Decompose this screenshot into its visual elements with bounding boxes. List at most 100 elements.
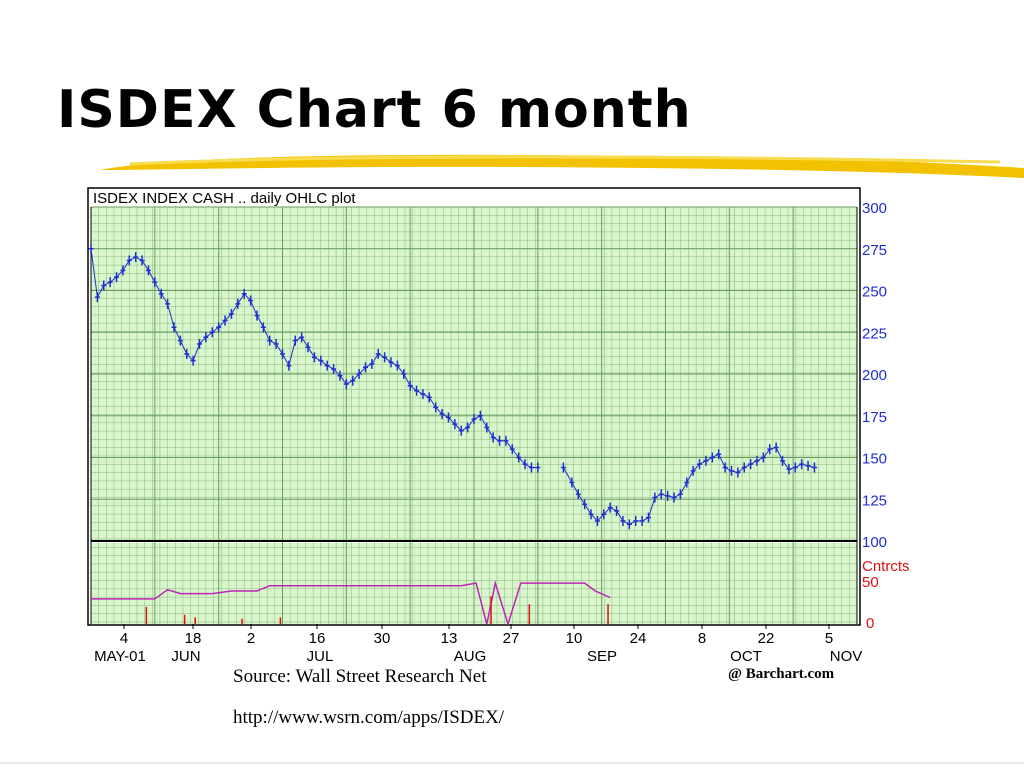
price-connector: [90, 248, 98, 298]
price-connector: [397, 365, 405, 375]
price-connector: [667, 495, 675, 499]
price-connector: [479, 415, 488, 428]
price-connector: [775, 447, 783, 462]
price-connector: [103, 281, 111, 286]
price-series: [88, 243, 817, 530]
price-tick-label: 275: [862, 242, 887, 259]
price-connector: [135, 256, 143, 261]
price-connector: [505, 440, 513, 450]
price-connector: [571, 482, 579, 495]
price-tick-label: 250: [862, 284, 887, 301]
price-tick-label: 175: [862, 409, 887, 426]
price-connector: [692, 463, 700, 472]
month-label: JUL: [307, 648, 334, 665]
price-connector: [333, 368, 341, 377]
price-connector: [454, 423, 462, 432]
volume-bars: [145, 596, 609, 624]
price-connector: [129, 256, 136, 261]
price-connector: [686, 470, 694, 483]
x-tick-label: 27: [503, 630, 520, 647]
price-connector: [705, 457, 713, 462]
price-connector: [584, 503, 592, 515]
price-connector: [154, 281, 162, 295]
price-connector: [699, 460, 707, 465]
source-caption: Source: Wall Street Research Net: [233, 666, 487, 687]
price-connector: [597, 513, 605, 522]
price-connector: [122, 260, 130, 271]
price-connector: [654, 493, 662, 499]
price-tick-label: 150: [862, 451, 887, 468]
lower-axis-title: Cntrcts: [862, 558, 910, 575]
price-connector: [295, 336, 302, 342]
price-connector: [416, 390, 424, 395]
price-connector: [314, 356, 322, 362]
price-connector: [378, 353, 385, 358]
chart-title: ISDEX INDEX CASH .. daily OHLC plot: [93, 190, 356, 207]
price-connector: [616, 510, 624, 522]
price-connector: [467, 418, 475, 428]
price-connector: [326, 365, 334, 370]
month-label: AUG: [454, 648, 487, 665]
price-connector: [718, 453, 726, 468]
price-connector: [603, 507, 611, 515]
brushstroke-main: [100, 154, 1024, 178]
price-connector: [629, 520, 636, 525]
price-connector: [524, 463, 532, 468]
x-tick-label: 18: [185, 630, 202, 647]
x-tick-label: 8: [698, 630, 706, 647]
source-url[interactable]: http://www.wsrn.com/apps/ISDEX/: [233, 707, 505, 728]
price-connector: [116, 270, 124, 278]
price-connector: [679, 482, 688, 495]
price-connector: [256, 315, 264, 328]
price-tick-label: 200: [862, 367, 887, 384]
price-connector: [609, 507, 617, 512]
month-label: NOV: [830, 648, 863, 665]
price-connector: [352, 373, 360, 382]
x-tick-label: 16: [309, 630, 326, 647]
price-connector: [788, 467, 796, 470]
lower-tick-label: 0: [866, 615, 874, 632]
price-connector: [186, 353, 194, 361]
price-connector: [461, 426, 468, 432]
price-connector: [756, 457, 764, 462]
price-connector: [422, 393, 430, 398]
price-connector: [231, 303, 239, 315]
x-tick-label: 2: [247, 630, 255, 647]
price-connector: [473, 415, 481, 420]
price-connector: [96, 285, 105, 298]
bottom-rule: [0, 762, 1024, 764]
price-connector: [109, 276, 117, 283]
price-tick-label: 225: [862, 325, 887, 342]
price-connector: [795, 463, 802, 468]
price-connector: [167, 303, 175, 328]
month-label: JUN: [171, 648, 200, 665]
price-connector: [712, 453, 719, 458]
month-label: MAY-01: [94, 648, 146, 665]
x-tick-label: 10: [566, 630, 583, 647]
price-connector: [365, 363, 373, 368]
price-tick-label: 125: [862, 492, 887, 509]
chart-root: ISDEX INDEX CASH .. daily OHLC plot30027…: [87, 187, 910, 665]
price-connector: [205, 331, 213, 338]
price-connector: [673, 493, 681, 499]
x-tick-label: 4: [120, 630, 128, 647]
price-connector: [511, 448, 520, 458]
price-connector: [269, 340, 277, 345]
month-label: SEP: [587, 648, 617, 665]
price-connector: [492, 437, 500, 442]
price-connector: [750, 460, 758, 465]
price-connector: [562, 467, 573, 483]
price-connector: [224, 313, 232, 321]
price-connector: [518, 457, 526, 465]
price-connector: [441, 413, 449, 418]
price-connector: [724, 467, 732, 472]
slide-title: ISDEX Chart 6 month: [57, 80, 692, 140]
title-underline-brushstroke: [100, 154, 1024, 178]
grid-lines: [90, 206, 858, 624]
price-connector: [486, 427, 494, 438]
price-connector: [769, 446, 777, 450]
price-connector: [218, 320, 226, 328]
x-tick-label: 24: [630, 630, 647, 647]
price-connector: [448, 417, 456, 425]
